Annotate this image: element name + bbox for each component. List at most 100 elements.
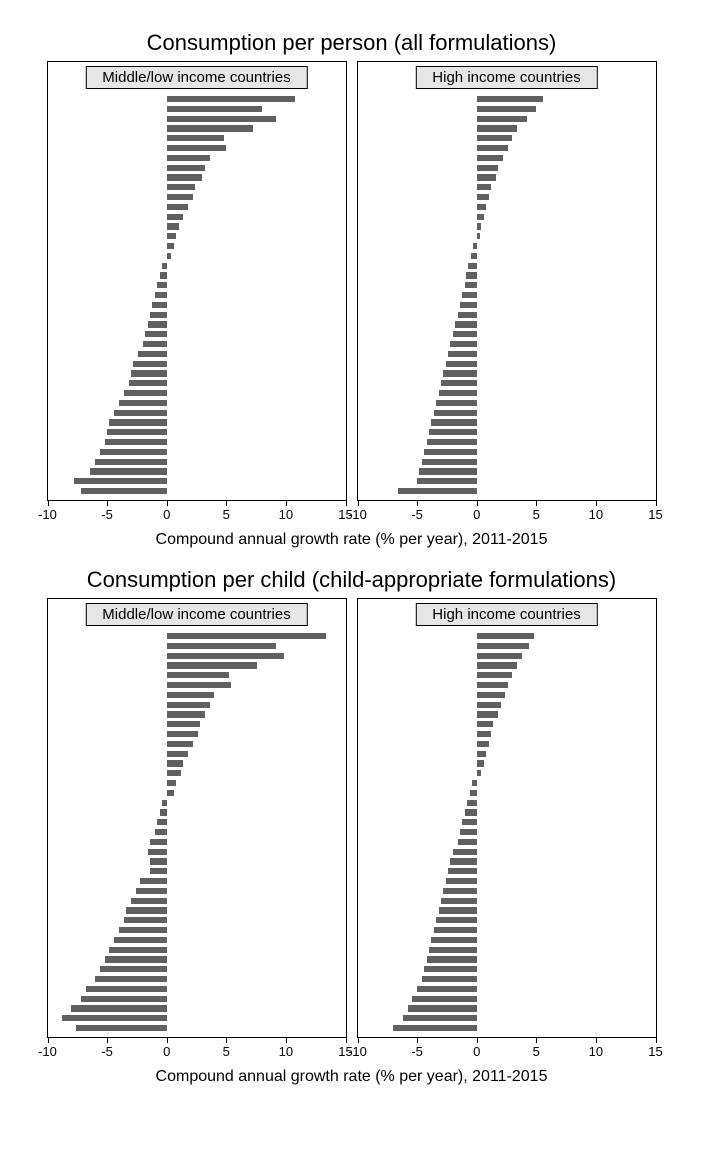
bar <box>140 878 166 884</box>
bar <box>477 770 482 776</box>
bar <box>129 380 167 386</box>
bar <box>408 1005 477 1011</box>
tick-label: 15 <box>648 1044 662 1059</box>
bar <box>455 321 476 327</box>
tick-label: -5 <box>101 1044 113 1059</box>
bar <box>167 682 231 688</box>
bar <box>441 898 477 904</box>
bar <box>422 976 477 982</box>
tick-mark <box>477 1038 478 1043</box>
tick-mark <box>286 501 287 506</box>
bar <box>114 937 166 943</box>
bar <box>71 1005 166 1011</box>
bar <box>162 800 167 806</box>
bar <box>477 751 487 757</box>
subplot: High income countries <box>357 61 657 501</box>
tick-mark <box>48 501 49 506</box>
bar <box>439 907 477 913</box>
tick-label: -5 <box>411 1044 423 1059</box>
subplot-subtitle: Middle/low income countries <box>85 603 307 626</box>
bar <box>477 223 482 229</box>
bar <box>157 282 167 288</box>
bar <box>160 272 167 278</box>
bar <box>424 966 476 972</box>
tick-mark <box>346 1038 347 1043</box>
bar <box>162 263 167 269</box>
tick-label: -10 <box>348 507 367 522</box>
bar <box>443 370 476 376</box>
bar <box>62 1015 167 1021</box>
tick-mark <box>48 1038 49 1043</box>
bar <box>152 302 166 308</box>
tick-mark <box>107 1038 108 1043</box>
x-axis-title: Compound annual growth rate (% per year)… <box>20 531 683 549</box>
tick-mark <box>536 501 537 506</box>
tick-label: -5 <box>411 507 423 522</box>
tick-mark <box>226 1038 227 1043</box>
bar <box>467 800 477 806</box>
tick-mark <box>536 1038 537 1043</box>
bar <box>167 204 188 210</box>
tick-mark <box>477 501 478 506</box>
bar <box>477 135 513 141</box>
bar <box>114 410 166 416</box>
bar <box>133 361 166 367</box>
tick-label: -10 <box>38 507 57 522</box>
bar <box>167 145 227 151</box>
bar <box>431 419 476 425</box>
bar <box>472 780 477 786</box>
bar <box>167 643 277 649</box>
bar <box>427 439 477 445</box>
tick-label: 10 <box>279 1044 293 1059</box>
bar <box>460 829 477 835</box>
bar <box>167 243 174 249</box>
bar <box>477 125 518 131</box>
bar <box>477 711 498 717</box>
bar <box>148 321 167 327</box>
bar <box>477 214 484 220</box>
figure-root: Consumption per person (all formulations… <box>20 30 683 1086</box>
tick-label: 0 <box>473 507 480 522</box>
tick-mark <box>656 1038 657 1043</box>
bar <box>427 956 477 962</box>
bar <box>477 155 503 161</box>
bar <box>477 682 508 688</box>
bar <box>412 996 476 1002</box>
bar <box>167 790 174 796</box>
bar <box>167 194 193 200</box>
bar <box>100 449 167 455</box>
bar <box>466 272 477 278</box>
bar <box>450 341 476 347</box>
bar <box>105 439 167 445</box>
tick-mark <box>596 501 597 506</box>
bar <box>167 662 258 668</box>
bar <box>436 400 477 406</box>
bar <box>167 633 327 639</box>
bar <box>167 125 253 131</box>
bar <box>477 116 527 122</box>
bar <box>167 96 296 102</box>
bar <box>155 829 167 835</box>
bar <box>126 907 167 913</box>
subplot-subtitle: High income countries <box>415 603 597 626</box>
bar <box>477 692 506 698</box>
bar <box>167 135 224 141</box>
bar <box>167 760 184 766</box>
panel-title: Consumption per person (all formulations… <box>20 30 683 56</box>
tick-label: -10 <box>38 1044 57 1059</box>
bar <box>477 643 529 649</box>
bar <box>477 731 491 737</box>
subplot-subtitle: Middle/low income countries <box>85 66 307 89</box>
tick-label: 0 <box>163 507 170 522</box>
bar <box>450 858 476 864</box>
plot-area <box>358 92 656 500</box>
bar <box>458 312 477 318</box>
tick-mark <box>417 501 418 506</box>
tick-label: 10 <box>279 507 293 522</box>
bar <box>468 263 476 269</box>
bar <box>441 380 477 386</box>
bar <box>477 106 537 112</box>
bar <box>124 390 167 396</box>
bar <box>443 888 476 894</box>
tick-mark <box>346 501 347 506</box>
